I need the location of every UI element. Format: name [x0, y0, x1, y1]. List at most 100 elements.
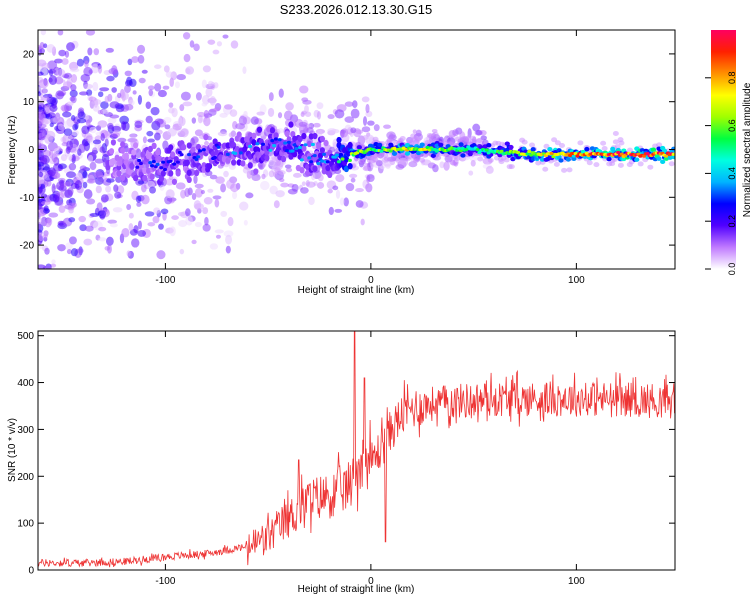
spectrogram-cell — [343, 197, 349, 207]
spectrogram-xtick-label: 100 — [568, 275, 585, 286]
spectrogram-cell — [292, 172, 302, 178]
spectrogram-cell — [131, 238, 140, 248]
spectrogram-cell — [443, 161, 450, 171]
spectrogram-cell — [68, 208, 74, 214]
spectrogram-xtick-label: -100 — [155, 275, 175, 286]
spectrogram-cell — [109, 222, 118, 228]
snr-series-line — [38, 331, 675, 568]
spectrogram-cell — [430, 153, 436, 158]
snr-ytick-label: 100 — [17, 519, 34, 530]
spectrogram-cell — [97, 120, 108, 128]
spectrogram-cell — [38, 71, 44, 76]
spectrogram-cell — [310, 142, 315, 147]
spectrogram-cell — [178, 220, 188, 228]
spectrogram-cell — [267, 107, 275, 117]
spectrogram-cell — [480, 135, 487, 141]
spectrogram-cell — [38, 194, 41, 203]
spectrogram-cell — [100, 132, 105, 142]
colorbar-tick-label: 0.2 — [727, 215, 737, 228]
spectrogram-cell — [135, 195, 142, 203]
spectrogram-cell — [213, 107, 221, 112]
snr-ytick-label: 400 — [17, 378, 34, 389]
spectrogram-cell — [40, 96, 50, 101]
spectrogram-cell — [203, 116, 211, 127]
spectrogram-cell — [322, 152, 327, 156]
spectrogram-cell — [251, 173, 261, 182]
spectrogram-cell — [167, 128, 177, 136]
spectrogram-cell — [137, 230, 147, 237]
spectrogram-cell — [201, 79, 207, 89]
spectrogram-cell — [307, 156, 312, 160]
spectrogram-cell — [133, 225, 139, 234]
spectrogram-cell — [257, 162, 263, 168]
spectrogram-cell — [288, 121, 294, 128]
spectrogram-cell — [134, 120, 143, 129]
spectrogram-cell — [137, 180, 145, 185]
spectrogram-cell — [462, 137, 469, 143]
spectrogram-cell — [62, 111, 72, 118]
spectrogram-cell — [606, 156, 612, 162]
spectrogram-cell — [165, 189, 176, 199]
spectrogram-cell — [47, 112, 56, 118]
spectrogram-cell — [228, 132, 235, 138]
spectrogram-cell — [240, 160, 246, 167]
spectrogram-cell — [499, 149, 504, 154]
spectrogram-ytick-label: -10 — [20, 193, 35, 204]
spectrogram-cell — [470, 159, 476, 167]
spectrogram-cell — [256, 126, 263, 133]
spectrogram-cell — [286, 136, 292, 143]
spectrogram-cell — [132, 90, 137, 95]
spectrogram-cell — [186, 142, 192, 149]
spectrogram-cell — [85, 30, 96, 36]
colorbar-bar — [711, 30, 736, 269]
spectrogram-cell — [355, 200, 364, 208]
spectrogram-cell — [58, 49, 67, 57]
spectrogram-cell — [39, 155, 50, 165]
spectrogram-cell — [68, 202, 76, 209]
spectrogram-cell — [231, 159, 237, 166]
spectrogram-cell — [243, 110, 248, 118]
spectrogram-cell — [194, 157, 199, 161]
spectrogram-cell — [207, 188, 214, 193]
spectrogram-cell — [207, 39, 216, 45]
spectrogram-cell — [209, 243, 219, 250]
spectrogram-cell — [475, 130, 483, 136]
spectrogram-cell — [160, 208, 169, 215]
colorbar: 0.0 0.2 0.4 0.6 0.8 Normalized spectral ampl… — [705, 30, 750, 275]
spectrogram-cell — [43, 43, 48, 49]
spectrogram-cell — [304, 105, 309, 113]
spectrogram-cell — [438, 142, 444, 148]
spectrogram-cell — [147, 138, 156, 143]
spectrogram-cell — [389, 156, 396, 162]
spectrogram-cell — [175, 160, 180, 164]
spectrogram-cell — [499, 141, 506, 147]
spectrogram-cell — [273, 132, 279, 139]
spectrogram-cell — [129, 78, 137, 88]
spectrogram-cell — [94, 176, 104, 185]
spectrogram-cell — [366, 174, 375, 182]
spectrogram-cell — [347, 162, 353, 170]
spectrogram-cell — [316, 129, 323, 138]
spectrogram-cell — [320, 159, 325, 163]
spectrogram-cell — [107, 219, 118, 224]
spectrogram-cell — [232, 191, 238, 200]
spectrogram-cell — [66, 171, 76, 179]
spectrogram-cell — [162, 167, 167, 172]
spectrogram-cell — [48, 75, 58, 86]
spectrogram-cell — [340, 157, 345, 161]
spectrogram-cell — [274, 167, 281, 173]
spectrogram-cell — [177, 211, 186, 217]
spectrogram-cell — [294, 146, 299, 151]
spectrogram-cell — [205, 87, 213, 97]
spectrogram-cell — [151, 142, 157, 150]
spectrogram-cell — [292, 150, 298, 158]
spectrogram-cell — [124, 84, 131, 94]
spectrogram-cell — [128, 212, 134, 219]
spectrogram-cell — [477, 156, 484, 162]
spectrogram-cell — [70, 95, 77, 104]
spectrogram-cell — [215, 234, 221, 239]
spectrogram-cell — [77, 111, 86, 120]
spectrogram-cell — [137, 44, 146, 54]
spectrogram-cell — [230, 40, 239, 49]
spectrogram-cell — [395, 164, 405, 170]
